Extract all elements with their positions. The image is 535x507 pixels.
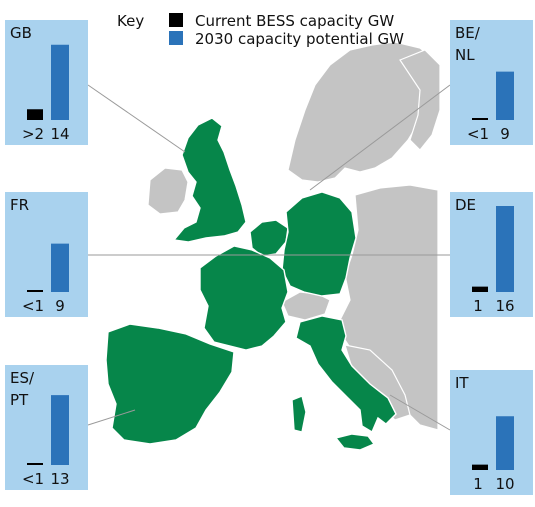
value-label-potential-de: 16: [495, 297, 514, 315]
legend-swatch-potential: [169, 31, 183, 45]
map-great-britain: [172, 117, 247, 243]
map-ireland: [147, 167, 189, 215]
map-switzerland: [281, 291, 331, 321]
panel-benl: BE/NL <1 9: [450, 20, 533, 145]
map-sicily: [334, 433, 376, 451]
panel-gb: GB >2 14: [5, 20, 88, 145]
legend-label-potential: 2030 capacity potential GW: [195, 30, 404, 48]
value-label-current-gb: >2: [22, 125, 44, 143]
region-panels: GB >2 14 BE/NL <1 9 FR <1 9 DE 1 16 ES/PT <1 13 IT 1 10: [5, 20, 533, 495]
value-label-current-fr: <1: [22, 297, 44, 315]
leader-line-it: [389, 394, 451, 431]
panel-title-fr: FR: [10, 196, 29, 214]
bar-potential-benl: [496, 71, 514, 120]
bar-potential-fr: [51, 243, 69, 292]
leader-line-benl: [309, 84, 451, 191]
panel-background-espt: [5, 365, 88, 490]
leader-line-gb: [87, 84, 186, 153]
panel-background-fr: [5, 192, 88, 317]
map-germany: [281, 191, 357, 297]
map-iberia: [105, 323, 235, 445]
panel-espt: ES/PT <1 13: [5, 365, 88, 490]
panel-title-it: IT: [455, 374, 469, 392]
value-label-potential-fr: 9: [55, 297, 65, 315]
panel-background-de: [450, 192, 533, 317]
bar-current-espt: [27, 463, 43, 465]
map-other-countries: [147, 41, 441, 431]
panel-title-de: DE: [455, 196, 476, 214]
map-focus-countries: [105, 117, 397, 451]
map-sardinia: [291, 395, 307, 433]
bar-current-benl: [472, 118, 488, 120]
legend-swatch-current: [169, 13, 183, 27]
bar-current-gb: [27, 109, 43, 120]
map-benelux: [249, 219, 289, 257]
bar-potential-de: [496, 206, 514, 292]
bar-current-it: [472, 464, 488, 470]
panel-background-it: [450, 370, 533, 495]
panel-fr: FR <1 9: [5, 192, 88, 317]
bar-current-de: [472, 286, 488, 292]
value-label-potential-benl: 9: [500, 125, 510, 143]
legend-title: Key: [117, 12, 144, 30]
panel-it: IT 1 10: [450, 370, 533, 495]
panel-title-benl: BE/NL: [455, 24, 481, 64]
bar-potential-gb: [51, 44, 69, 120]
bar-potential-espt: [51, 395, 69, 465]
panel-title-espt: ES/PT: [10, 369, 35, 409]
panel-title-gb: GB: [10, 24, 32, 42]
value-label-potential-gb: 14: [50, 125, 69, 143]
value-label-potential-it: 10: [495, 475, 514, 493]
legend: Key Current BESS capacity GW 2030 capaci…: [117, 12, 404, 48]
leader-lines: [87, 84, 455, 431]
bar-potential-it: [496, 416, 514, 470]
map-finland: [399, 49, 441, 151]
panel-de: DE 1 16: [450, 192, 533, 317]
leader-line-espt: [87, 409, 136, 426]
value-label-current-it: 1: [473, 475, 483, 493]
value-label-current-benl: <1: [467, 125, 489, 143]
value-label-current-espt: <1: [22, 470, 44, 488]
legend-label-current: Current BESS capacity GW: [195, 12, 394, 30]
panel-background-gb: [5, 20, 88, 145]
bar-current-fr: [27, 290, 43, 292]
map-france: [199, 245, 289, 351]
map-italy: [295, 315, 397, 434]
value-label-current-de: 1: [473, 297, 483, 315]
panel-background-benl: [450, 20, 533, 145]
value-label-potential-espt: 13: [50, 470, 69, 488]
